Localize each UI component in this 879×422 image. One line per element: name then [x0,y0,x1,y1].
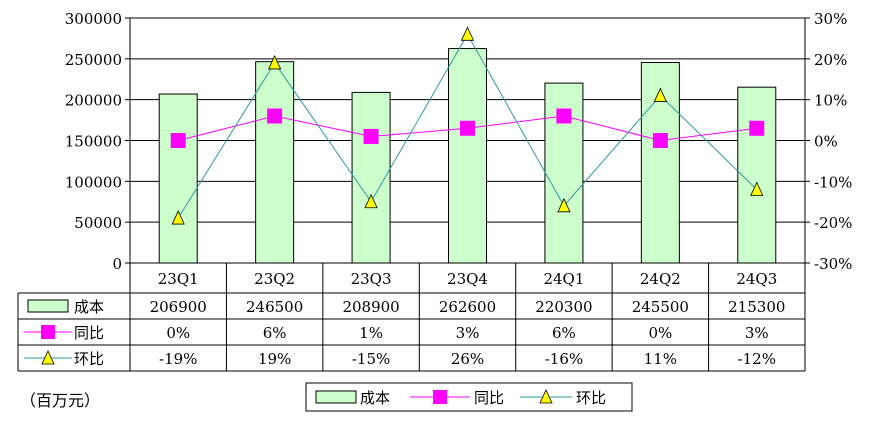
row-header: 同比 [74,324,104,342]
left-tick-label: 150000 [65,133,122,151]
right-tick-label: 30% [814,10,847,28]
category-label: 23Q2 [254,270,295,288]
left-tick-label: 0 [112,255,122,273]
table-cell: 246500 [246,298,303,316]
data-table: 23Q1 23Q2 23Q3 23Q4 24Q1 24Q2 24Q3 成本 206900 2465… [17,262,806,372]
category-label: 24Q3 [736,270,777,288]
category-label: 23Q3 [351,270,392,288]
left-y-axis: 300000 250000 200000 150000 100000 50000 0 [65,10,130,273]
table-cell: 26% [451,350,484,368]
table-cell: -16% [545,350,583,368]
qoq-marker-23Q4 [460,26,475,41]
qoq-marker-23Q2 [268,54,282,70]
category-label: 23Q1 [158,270,199,288]
table-cell: 6% [552,324,576,342]
qoq-marker-24Q2 [653,87,667,102]
table-cell: 0% [648,324,672,342]
legend-key-cost [315,390,357,404]
qoq-marker-24Q1 [557,197,571,213]
yoy-marker-23Q1 [170,133,186,148]
legend-label-qoq: 环比 [576,389,606,407]
left-tick-label: 200000 [65,92,122,110]
legend-key-qoq-marker [539,389,553,404]
right-tick-label: -20% [814,214,852,232]
qoq-marker-23Q3 [364,193,378,209]
row-key-cost [27,299,69,313]
table-cell: 11% [644,350,677,368]
plot-area [129,17,806,264]
table-cell: 262600 [439,298,496,316]
category-label: 24Q2 [640,270,681,288]
left-tick-label: 300000 [65,10,122,28]
table-cell: -15% [352,350,390,368]
right-tick-label: -10% [814,173,852,191]
yoy-marker-24Q2 [652,133,668,148]
table-cell: 215300 [728,298,785,316]
legend-key-yoy-marker [433,390,447,404]
bar-23Q1 [158,93,198,264]
yoy-marker-23Q3 [363,128,379,144]
qoq-marker-23Q1 [171,210,185,225]
yoy-marker-23Q2 [267,108,283,124]
bar-24Q3 [737,86,777,264]
table-cell: 0% [166,324,190,342]
table-cell: 1% [359,324,383,342]
qoq-marker-24Q3 [750,181,764,196]
table-cell: 208900 [342,298,399,316]
row-header: 环比 [74,350,104,368]
left-tick-label: 250000 [65,51,122,69]
unit-note: （百万元） [20,391,100,410]
yoy-marker-23Q4 [460,120,475,136]
table-cell: -12% [738,350,776,368]
right-tick-label: 0% [814,133,838,151]
legend-label-yoy: 同比 [474,389,504,407]
right-tick-label: 20% [814,51,847,69]
row-key-qoq-marker [41,350,55,365]
table-cell: 19% [258,350,291,368]
table-cell: 3% [456,324,480,342]
category-label: 23Q4 [447,270,488,288]
table-cell: 245500 [632,298,689,316]
row-header: 成本 [74,298,104,316]
left-tick-label: 50000 [74,214,122,232]
category-label: 24Q1 [543,270,584,288]
table-cell: 206900 [150,298,207,316]
row-key-yoy-marker [41,325,55,339]
legend: 成本 同比 环比 [305,382,633,412]
table-cell: -19% [159,350,197,368]
yoy-marker-24Q1 [556,108,572,124]
left-tick-label: 100000 [65,173,122,191]
bar-23Q2 [255,61,295,264]
yoy-marker-24Q3 [749,120,765,136]
legend-label-cost: 成本 [360,389,390,407]
right-tick-label: -30% [814,255,852,273]
bar-23Q3 [351,91,391,264]
table-cell: 6% [263,324,287,342]
right-y-axis: 30% 20% 10% 0% -10% -20% -30% [805,10,852,273]
table-cell: 220300 [535,298,592,316]
table-cell: 3% [745,324,769,342]
bar-23Q4 [448,48,487,264]
right-tick-label: 10% [814,92,847,110]
